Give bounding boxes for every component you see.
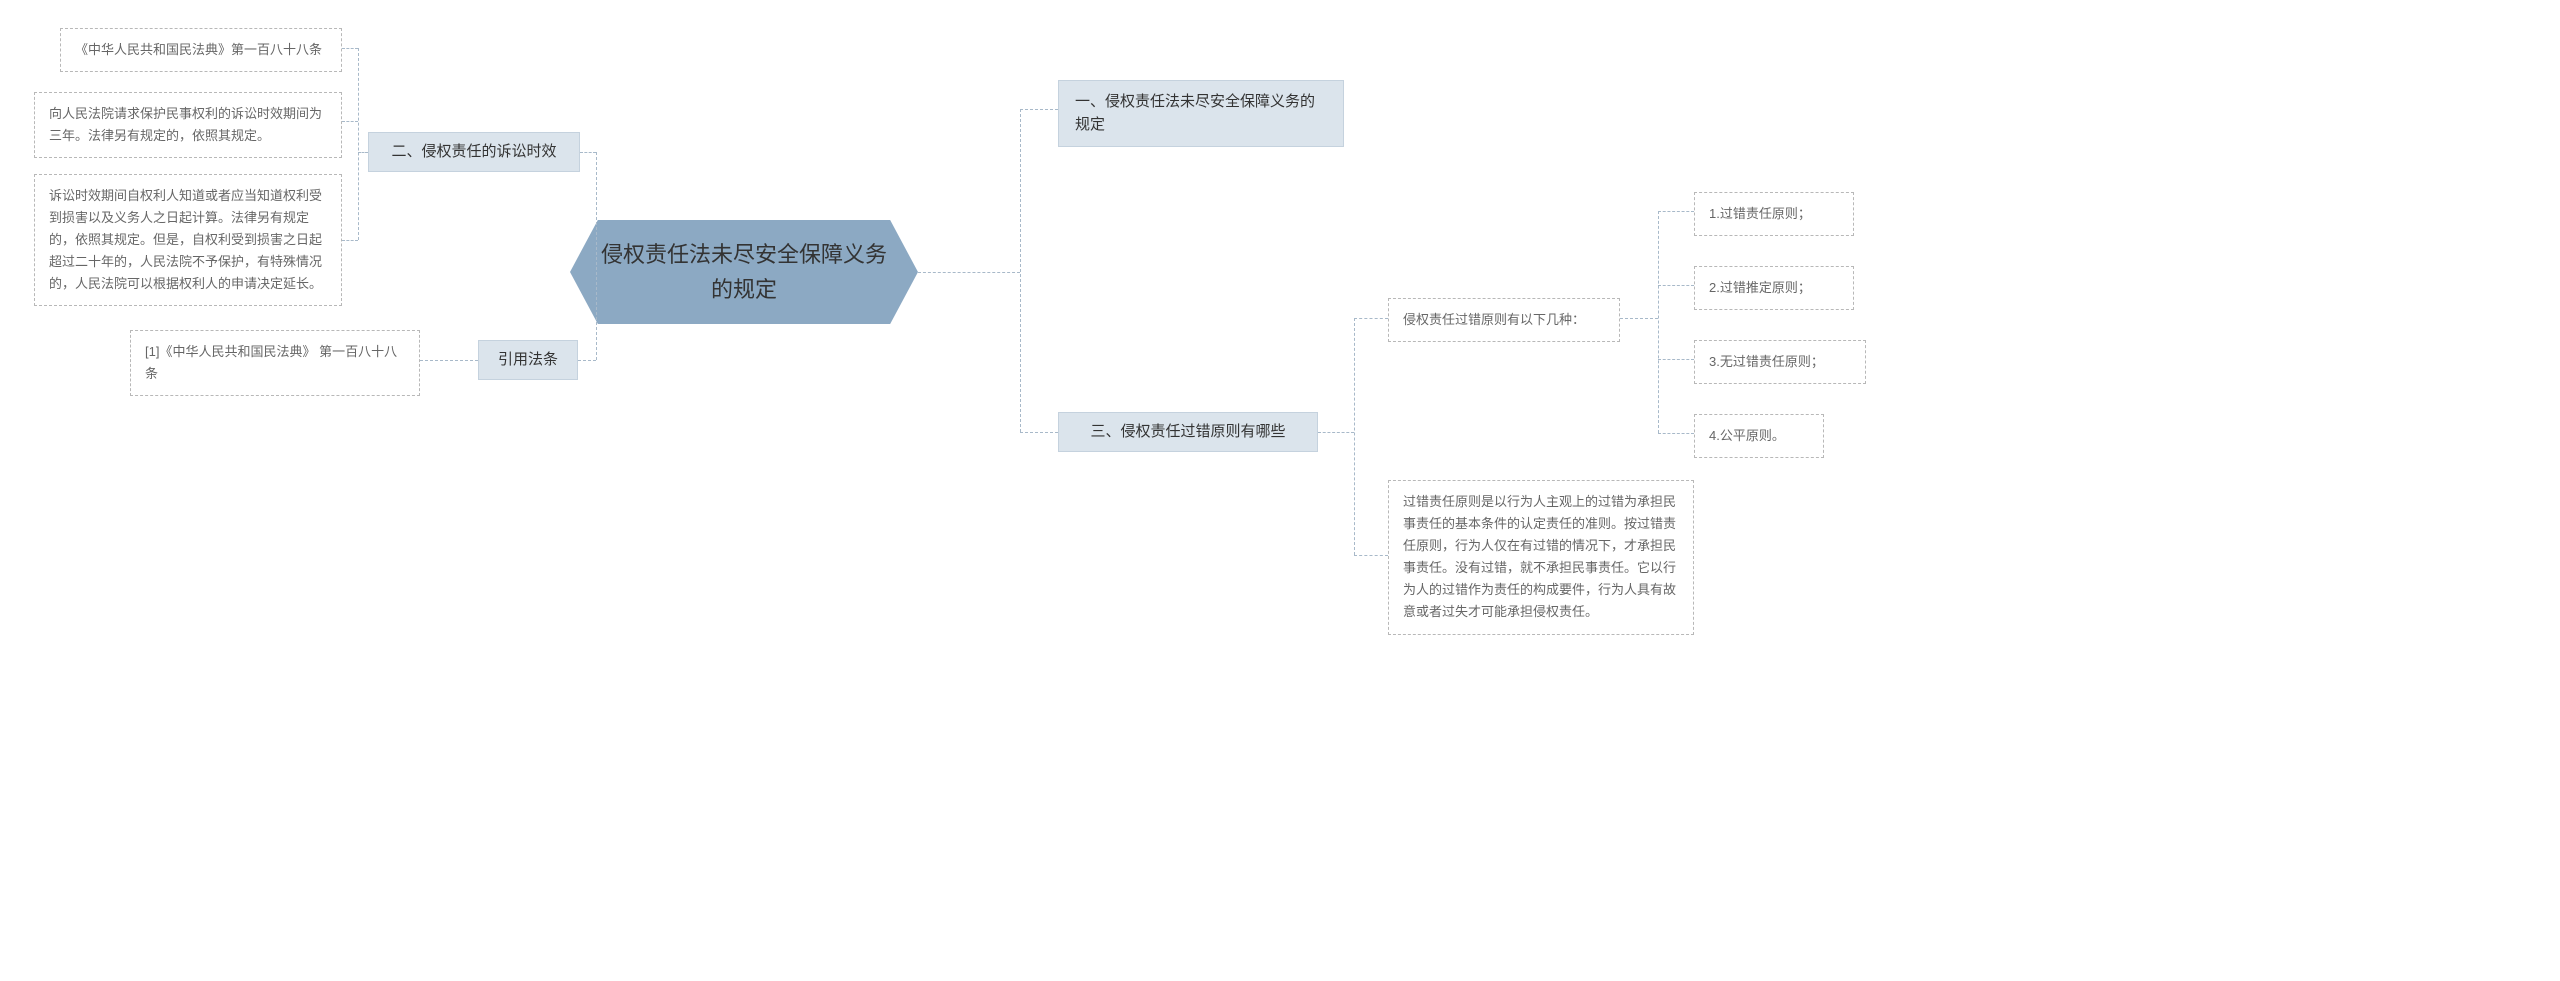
connector-b2-stub [358, 152, 368, 153]
leaf-brefc1: [1]《中华人民共和国民法典》 第一百八十八条 [130, 330, 420, 396]
leaf-b2c1-text: 《中华人民共和国民法典》第一百八十八条 [75, 42, 322, 57]
leaf-b3c2-text: 过错责任原则是以行为人主观上的过错为承担民事责任的基本条件的认定责任的准则。按过… [1403, 494, 1676, 619]
connector-b3c1-vert [1658, 211, 1659, 433]
connector-root-to-b3 [1020, 432, 1058, 433]
branch-bref-text: 引用法条 [498, 349, 558, 372]
leaf-b2c1: 《中华人民共和国民法典》第一百八十八条 [60, 28, 342, 72]
leaf-p2-text: 2.过错推定原则； [1709, 280, 1811, 295]
connector-b2-to-c1 [342, 48, 358, 49]
branch-b1-text: 一、侵权责任法未尽安全保障义务的规定 [1075, 91, 1327, 136]
leaf-b3c2: 过错责任原则是以行为人主观上的过错为承担民事责任的基本条件的认定责任的准则。按过… [1388, 480, 1694, 635]
branch-b3: 三、侵权责任过错原则有哪些 [1058, 412, 1318, 452]
leaf-brefc1-text: [1]《中华人民共和国民法典》 第一百八十八条 [145, 344, 397, 381]
branch-b3-text: 三、侵权责任过错原则有哪些 [1090, 421, 1285, 444]
connector-root-left-stub [596, 152, 597, 360]
leaf-b2c3: 诉讼时效期间自权利人知道或者应当知道权利受到损害以及义务人之日起计算。法律另有规… [34, 174, 342, 306]
connector-b3-to-c2 [1354, 555, 1388, 556]
leaf-p3: 3.无过错责任原则； [1694, 340, 1866, 384]
connector-b3c1-to-p2 [1658, 285, 1694, 286]
branch-b2: 二、侵权责任的诉讼时效 [368, 132, 580, 172]
connector-b3-vert [1354, 318, 1355, 555]
leaf-b2c2: 向人民法院请求保护民事权利的诉讼时效期间为三年。法律另有规定的，依照其规定。 [34, 92, 342, 158]
connector-b3c1-stub [1620, 318, 1658, 319]
connector-b2-to-c2 [342, 121, 358, 122]
connector-b2-to-c3 [342, 240, 358, 241]
leaf-p1: 1.过错责任原则； [1694, 192, 1854, 236]
leaf-b2c3-text: 诉讼时效期间自权利人知道或者应当知道权利受到损害以及义务人之日起计算。法律另有规… [49, 188, 322, 291]
leaf-p4: 4.公平原则。 [1694, 414, 1824, 458]
connector-root-to-bref [578, 360, 596, 361]
connector-root-to-b2 [580, 152, 596, 153]
branch-b2-text: 二、侵权责任的诉讼时效 [391, 141, 556, 164]
leaf-b3c1-text: 侵权责任过错原则有以下几种： [1403, 312, 1585, 327]
connector-root-to-b1 [1020, 109, 1058, 110]
connector-bref-to-c1 [420, 360, 478, 361]
root-node: 侵权责任法未尽安全保障义务的规定 [570, 220, 918, 324]
leaf-p4-text: 4.公平原则。 [1709, 428, 1785, 443]
connector-b3c1-to-p4 [1658, 433, 1694, 434]
leaf-b2c2-text: 向人民法院请求保护民事权利的诉讼时效期间为三年。法律另有规定的，依照其规定。 [49, 106, 322, 143]
connector-b3-to-c1 [1354, 318, 1388, 319]
connector-root-right-stub [918, 272, 1020, 273]
leaf-p2: 2.过错推定原则； [1694, 266, 1854, 310]
connector-b3c1-to-p3 [1658, 359, 1694, 360]
root-text: 侵权责任法未尽安全保障义务的规定 [594, 237, 894, 307]
leaf-p1-text: 1.过错责任原则； [1709, 206, 1811, 221]
branch-b1: 一、侵权责任法未尽安全保障义务的规定 [1058, 80, 1344, 147]
connector-b3-stub [1318, 432, 1354, 433]
branch-bref: 引用法条 [478, 340, 578, 380]
connector-b2-vert [358, 48, 359, 240]
leaf-p3-text: 3.无过错责任原则； [1709, 354, 1824, 369]
leaf-b3c1: 侵权责任过错原则有以下几种： [1388, 298, 1620, 342]
connector-b3c1-to-p1 [1658, 211, 1694, 212]
connector-root-right-vert [1020, 109, 1021, 432]
